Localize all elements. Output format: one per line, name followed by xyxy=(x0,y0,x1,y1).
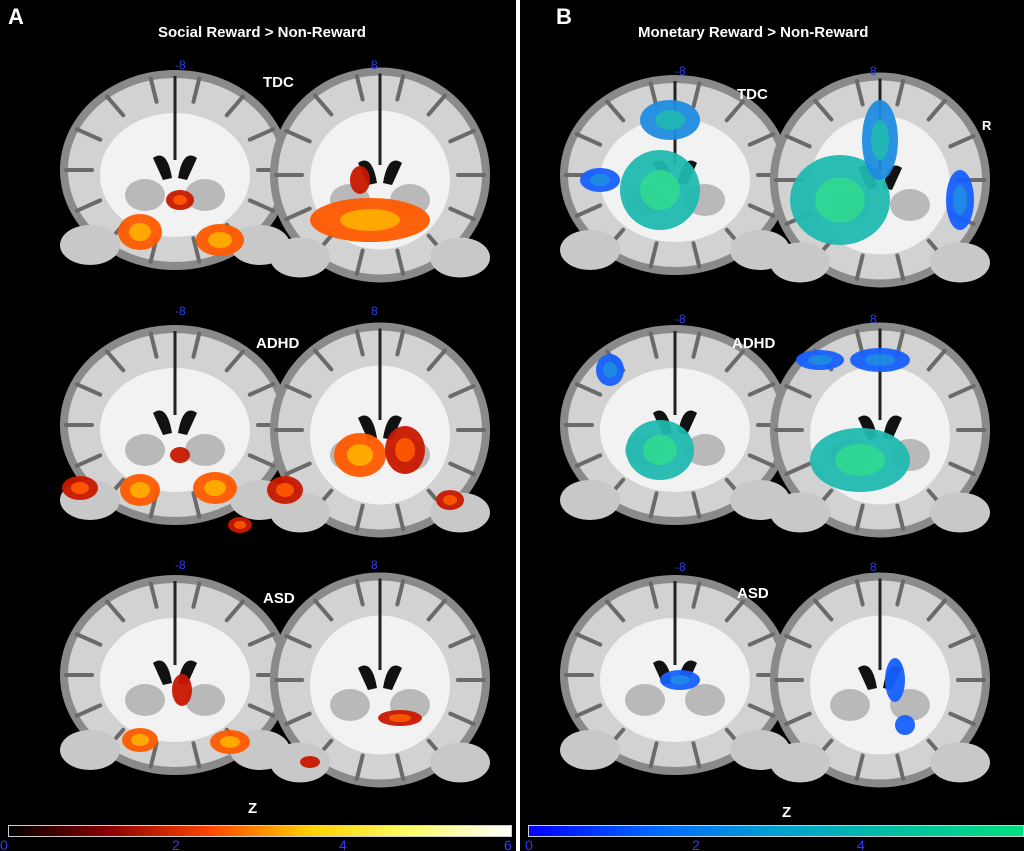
colorbar-tick: 2 xyxy=(172,837,180,851)
group-label-adhd: ADHD xyxy=(732,335,776,352)
panel-letter: B xyxy=(556,4,572,29)
brain-row-adhd xyxy=(560,322,990,538)
colorbar-tick: 4 xyxy=(339,837,347,851)
slice-coordinate: 8 xyxy=(371,304,378,318)
activation-cluster xyxy=(885,658,905,702)
brain-slice xyxy=(770,572,990,788)
brain-slice xyxy=(60,575,290,775)
panel-a: A Social Reward > Non-Reward TDC ADHD AS… xyxy=(0,0,516,851)
brain-slice xyxy=(60,325,290,525)
colorbar-monetary xyxy=(528,825,1024,837)
panel-title: Monetary Reward > Non-Reward xyxy=(638,24,869,41)
colorbar-social xyxy=(8,825,512,837)
side-label-right: R xyxy=(982,118,992,133)
slice-coordinate: 8 xyxy=(870,312,877,326)
brain-row-asd xyxy=(560,572,990,788)
brain-slice xyxy=(270,67,490,283)
group-label-asd: ASD xyxy=(737,585,769,602)
slice-coordinate: -8 xyxy=(175,58,186,72)
colorbar-tick: 2 xyxy=(692,837,700,851)
panel-title: Social Reward > Non-Reward xyxy=(158,24,366,41)
brain-slice xyxy=(270,572,490,788)
group-label-asd: ASD xyxy=(263,590,295,607)
brain-row-tdc xyxy=(60,67,490,283)
slice-coordinate: -8 xyxy=(675,312,686,326)
brain-row-adhd xyxy=(60,322,490,538)
activation-cluster xyxy=(300,756,320,768)
colorbar-tick: 6 xyxy=(504,837,512,851)
group-label-tdc: TDC xyxy=(737,86,768,103)
slice-coordinate: -8 xyxy=(175,558,186,572)
brain-row-tdc xyxy=(560,72,990,288)
slice-coordinate: 8 xyxy=(371,58,378,72)
colorbar-label: Z xyxy=(782,804,792,821)
slice-coordinate: 8 xyxy=(870,560,877,574)
brain-slice xyxy=(60,70,290,270)
colorbar-tick: 0 xyxy=(0,837,8,851)
brain-slices-social xyxy=(60,67,490,788)
colorbar-label: Z xyxy=(248,800,258,817)
slice-coordinate: 8 xyxy=(371,558,378,572)
activation-cluster xyxy=(170,447,190,463)
panel-letter: A xyxy=(8,4,24,29)
slice-coordinate: -8 xyxy=(675,560,686,574)
slice-coordinate: -8 xyxy=(675,64,686,78)
group-label-adhd: ADHD xyxy=(256,335,300,352)
activation-cluster xyxy=(172,674,192,706)
brain-row-asd xyxy=(60,572,490,788)
slice-coordinate: 8 xyxy=(870,64,877,78)
activation-cluster xyxy=(895,715,915,735)
panel-b: B Monetary Reward > Non-Reward TDC ADHD … xyxy=(520,0,1024,851)
slice-coordinate: -8 xyxy=(175,304,186,318)
colorbar-tick: 0 xyxy=(525,837,533,851)
activation-cluster xyxy=(350,166,370,194)
colorbar-tick: 4 xyxy=(857,837,865,851)
brain-slices-monetary xyxy=(560,72,990,788)
group-label-tdc: TDC xyxy=(263,74,294,91)
